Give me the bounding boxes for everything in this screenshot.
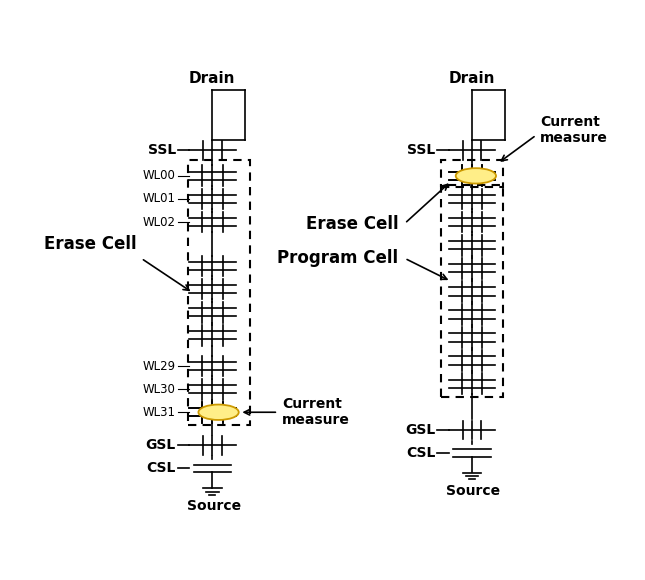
Text: WL02: WL02 bbox=[143, 216, 176, 229]
Text: Current
measure: Current measure bbox=[541, 115, 608, 145]
Text: SSL: SSL bbox=[408, 143, 435, 157]
Text: CSL: CSL bbox=[406, 446, 435, 460]
Text: Program Cell: Program Cell bbox=[277, 249, 399, 267]
Text: WL29: WL29 bbox=[143, 360, 176, 372]
Text: Erase Cell: Erase Cell bbox=[306, 215, 399, 233]
Text: Drain: Drain bbox=[189, 71, 235, 86]
Text: GSL: GSL bbox=[405, 423, 435, 437]
Text: SSL: SSL bbox=[148, 143, 176, 157]
Ellipse shape bbox=[456, 168, 496, 183]
Text: CSL: CSL bbox=[146, 462, 176, 476]
Text: WL00: WL00 bbox=[143, 169, 176, 182]
Text: Erase Cell: Erase Cell bbox=[44, 235, 137, 253]
Text: Drain: Drain bbox=[449, 71, 495, 86]
Text: Source: Source bbox=[187, 499, 241, 513]
Text: GSL: GSL bbox=[146, 438, 176, 452]
Ellipse shape bbox=[199, 405, 239, 420]
Text: WL30: WL30 bbox=[143, 383, 176, 396]
Text: Current
measure: Current measure bbox=[282, 397, 350, 427]
Text: WL01: WL01 bbox=[143, 193, 176, 205]
Text: WL31: WL31 bbox=[143, 406, 176, 419]
Text: Source: Source bbox=[446, 484, 501, 498]
